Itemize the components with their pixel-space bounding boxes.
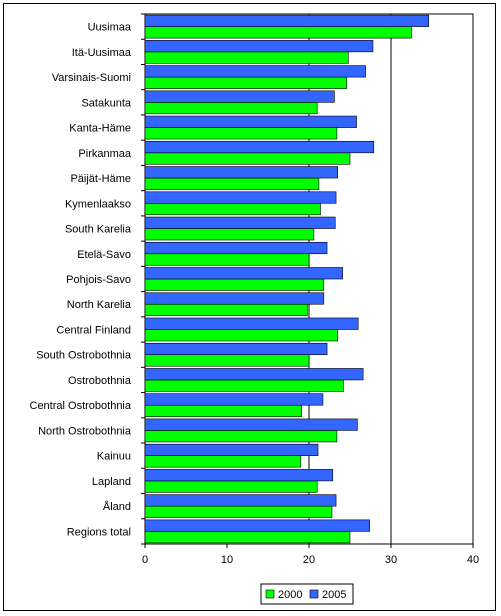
bar-2000-1: [144, 51, 349, 64]
category-label-6: Päijät-Häme: [70, 173, 131, 185]
bar-2000-15: [144, 404, 302, 417]
bar-2005-7: [144, 191, 337, 204]
bar-2005-11: [144, 292, 325, 305]
category-label-11: North Karelia: [67, 299, 132, 311]
bar-2005-16: [144, 418, 358, 431]
category-label-15: Central Ostrobothnia: [30, 400, 132, 412]
bar-2005-19: [144, 494, 337, 507]
bar-2000-14: [144, 379, 344, 392]
bar-2000-18: [144, 480, 318, 493]
category-label-20: Regions total: [67, 526, 131, 538]
legend-label-2000: 2000: [278, 589, 302, 601]
x-tick-label-4: 40: [467, 554, 479, 566]
x-tick-label-0: 0: [142, 554, 148, 566]
bar-2000-0: [144, 26, 412, 39]
bar-2000-16: [144, 430, 338, 443]
bar-2005-6: [144, 166, 338, 179]
bar-2005-3: [144, 90, 335, 103]
bar-2005-1: [144, 40, 374, 53]
bar-2000-13: [144, 354, 310, 367]
category-label-1: Itä-Uusimaa: [72, 47, 132, 59]
bar-2005-10: [144, 267, 343, 280]
category-label-19: Åland: [103, 500, 131, 513]
bar-2005-15: [144, 393, 324, 406]
category-label-3: Satakunta: [81, 97, 131, 109]
bar-2000-11: [144, 303, 308, 317]
category-label-8: South Karelia: [65, 224, 132, 236]
legend-swatch-2000: [265, 589, 275, 599]
legend-swatch-2005: [309, 589, 319, 599]
category-label-10: Pohjois-Savo: [66, 274, 131, 286]
bar-2000-17: [144, 455, 302, 468]
bar-2000-19: [144, 505, 333, 518]
category-label-14: Ostrobothnia: [68, 375, 132, 387]
bar-2005-18: [144, 469, 334, 482]
x-tick-label-3: 30: [385, 554, 397, 566]
bar-2005-13: [144, 342, 328, 356]
legend-box: [260, 583, 354, 605]
bar-2000-12: [144, 329, 338, 342]
bar-2000-2: [144, 76, 348, 89]
category-label-18: Lapland: [92, 476, 131, 488]
bar-2005-8: [144, 216, 336, 229]
x-tick-label-2: 20: [303, 554, 315, 566]
bar-2005-17: [144, 443, 319, 456]
bar-2000-3: [144, 102, 318, 115]
bar-2000-5: [144, 152, 351, 165]
category-label-16: North Ostrobothnia: [38, 425, 132, 437]
category-label-12: Central Finland: [56, 324, 131, 336]
bar-2000-4: [144, 127, 338, 140]
category-label-0: Uusimaa: [88, 22, 132, 34]
bar-2005-14: [144, 368, 364, 381]
category-label-4: Kanta-Häme: [69, 123, 131, 135]
category-label-5: Pirkanmaa: [78, 148, 131, 160]
bar-2000-20: [144, 531, 351, 544]
bar-2005-5: [144, 141, 375, 154]
legend: 2000 2005: [260, 583, 354, 605]
x-tick-label-1: 10: [221, 554, 233, 566]
legend-label-2005: 2005: [322, 589, 346, 601]
bar-2005-0: [144, 14, 430, 27]
category-label-7: Kymenlaakso: [65, 198, 131, 210]
category-label-9: Etelä-Savo: [77, 249, 131, 261]
bar-2000-9: [144, 253, 310, 266]
bar-2000-7: [144, 202, 321, 216]
bar-2005-2: [144, 65, 366, 78]
bar-2000-8: [144, 228, 315, 241]
bar-2005-9: [144, 241, 328, 255]
bar-2000-10: [144, 278, 325, 291]
category-label-13: South Ostrobothnia: [36, 350, 132, 362]
bar-2005-20: [144, 519, 370, 532]
category-label-17: Kainuu: [97, 451, 131, 463]
bar-2005-4: [144, 115, 357, 128]
category-label-2: Varsinais-Suomi: [52, 72, 131, 84]
bar-2005-12: [144, 317, 359, 330]
plot-area: Uusimaa Itä-Uusimaa Varsinais-Suomi Satakun…: [30, 13, 479, 566]
bar-2000-6: [144, 177, 320, 190]
